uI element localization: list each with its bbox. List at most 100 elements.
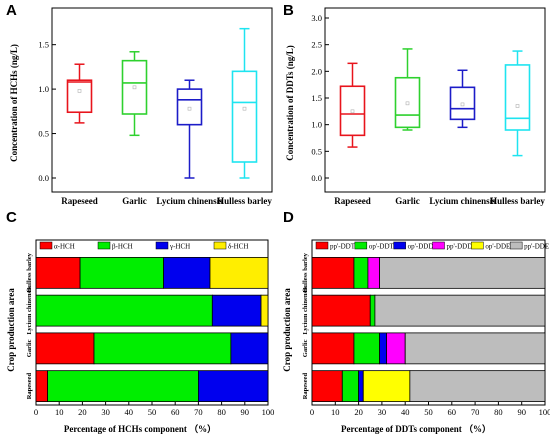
panel-a-ytick-label: 0.0 xyxy=(38,173,49,183)
panel-d-bar-garlic-pp-ddd xyxy=(386,332,406,365)
panel-letter-c: C xyxy=(6,209,17,226)
panel-b-lycium-chinensis-mean-marker xyxy=(460,102,465,107)
panel-d-xtick-label: 90 xyxy=(517,407,526,417)
panel-c-bar-hulless-barley-hch xyxy=(163,256,211,289)
panel-c-bar-garlic-hch xyxy=(93,332,232,365)
panel-a-ylabel: Concentration of HCHs (ng/L) xyxy=(9,44,19,162)
panel-c-bar-hulless-barley-hch xyxy=(35,256,81,289)
panel-c-bar-lycium-chinensis-hch xyxy=(211,294,262,327)
panel-c-stacked-bar-chart: Crop production area Percentage of HCHs … xyxy=(6,239,274,434)
panel-d-legend-label-pp-ddd: pp'-DDD xyxy=(447,243,473,251)
panel-d-bar-lycium-chinensis-op-ddt xyxy=(369,294,376,327)
panel-c-bar-garlic-hch xyxy=(35,332,95,365)
panel-d-legend-swatch-op-ddd xyxy=(393,241,406,250)
panel-b-rapeseed-mean-marker xyxy=(350,109,355,114)
panel-d-ylabel: Crop production area xyxy=(282,288,292,372)
panel-a-box-chart: Concentration of HCHs (ng/L) 0.0 0.5 1.0 1.… xyxy=(9,7,273,206)
panel-d-bar-rapeseed-op-ddd xyxy=(358,370,364,403)
panel-d-xtick-label: 50 xyxy=(424,407,433,417)
panel-c-legend-swatch-hch xyxy=(155,241,169,250)
panel-d-bar-hulless-barley-pp-dde xyxy=(379,256,546,289)
panel-c-xtick-label: 30 xyxy=(101,407,110,417)
panel-d-xtick-label: 100 xyxy=(539,407,550,417)
panel-a-garlic-mean-marker xyxy=(132,85,137,90)
panel-d-bar-hulless-barley-pp-ddt xyxy=(311,256,355,289)
panel-c-category-label-rapeseed: Rapeseed xyxy=(26,373,33,400)
panel-d-stacked-bar-chart: Crop production area Percentage of DDTs … xyxy=(282,239,550,434)
panel-d-category-label-hulless-barley: Hulless barley xyxy=(302,252,309,292)
panel-b-ytick-label: 3.0 xyxy=(311,13,322,23)
panel-c-ylabel: Crop production area xyxy=(6,288,16,372)
panel-a-rapeseed-box xyxy=(66,79,93,114)
panel-d-legend-swatch-pp-dde xyxy=(509,241,523,250)
panel-c-xtick-label: 60 xyxy=(171,407,180,417)
panel-letter-b: B xyxy=(283,2,294,19)
panel-d-legend-label-pp-ddt: pp'-DDT xyxy=(330,243,356,251)
panel-a-hulless-barley-mean-marker xyxy=(242,106,247,111)
panel-c-bar-lycium-chinensis-hch xyxy=(35,294,213,327)
panel-c-legend-label-hch: γ-HCH xyxy=(169,243,190,251)
panel-d-bar-garlic-pp-ddt xyxy=(311,332,355,365)
panel-d-bar-lycium-chinensis-pp-ddt xyxy=(311,294,371,327)
panel-b-lycium-chinensis-category-label: Lycium chinensis xyxy=(429,196,496,206)
panel-c-category-label-hulless-barley: Hulless barley xyxy=(26,252,33,292)
panel-c-xtick-label: 70 xyxy=(194,407,203,417)
panel-a-lycium-chinensis-category-label: Lycium chinensis xyxy=(156,196,223,206)
panel-letter-d: D xyxy=(283,209,294,226)
panel-c-xtick-label: 40 xyxy=(125,407,134,417)
panel-a-lycium-chinensis-mean-marker xyxy=(187,106,192,111)
panel-c-bar-rapeseed-hch xyxy=(47,370,199,403)
panel-b-ytick-label: 2.0 xyxy=(311,66,322,76)
panel-d-xtick-label: 0 xyxy=(310,407,314,417)
panel-b-garlic-mean-marker xyxy=(405,101,410,106)
panel-d-bar-rapeseed-op-ddt xyxy=(341,370,360,403)
panel-d-bar-rapeseed-pp-ddt xyxy=(311,370,343,403)
panel-b-ytick-label: 2.5 xyxy=(311,40,322,50)
panel-d-xtick-label: 10 xyxy=(331,407,340,417)
panel-a-plot-frame xyxy=(51,7,273,193)
panel-d-legend-label-op-ddd: op'-DDD xyxy=(408,243,434,251)
panel-d-bar-garlic-op-ddt xyxy=(353,332,380,365)
panel-b-lycium-chinensis-box xyxy=(449,86,476,121)
panel-d-bar-hulless-barley-pp-ddd xyxy=(367,256,380,289)
panel-c-xtick-label: 50 xyxy=(148,407,157,417)
panel-d-category-label-lycium-chinensis: Lycium chinensis xyxy=(302,286,309,334)
panel-a-ytick-label: 1.5 xyxy=(38,40,49,50)
panel-c-xtick-label: 10 xyxy=(55,407,64,417)
panel-a-ytick-label: 1.0 xyxy=(38,84,49,94)
panel-d-bar-rapeseed-pp-dde xyxy=(409,370,546,403)
panel-c-xlabel: Percentage of HCHs component （%） xyxy=(64,424,216,434)
panel-b-box-chart: Concentration of DDTs (ng/L) 0.0 0.5 1.0 1.… xyxy=(285,7,546,206)
panel-c-xtick-label: 80 xyxy=(217,407,226,417)
panel-d-bar-garlic-op-ddd xyxy=(379,332,387,365)
panel-b-plot-frame xyxy=(324,7,546,193)
panel-d-legend-swatch-op-dde xyxy=(471,241,484,250)
panel-b-garlic-box xyxy=(394,76,421,129)
panel-c-category-label-garlic: Garlic xyxy=(26,339,33,357)
panel-d-bar-rapeseed-op-dde xyxy=(362,370,411,403)
panel-c-legend-label-hch: δ-HCH xyxy=(228,243,248,251)
panel-c-category-label-lycium-chinensis: Lycium chinensis xyxy=(26,286,33,334)
panel-d-bar-lycium-chinensis-pp-dde xyxy=(374,294,546,327)
panel-c-legend-swatch-hch xyxy=(39,241,53,250)
panel-b-rapeseed-category-label: Rapeseed xyxy=(334,196,371,206)
panel-b-ytick-label: 1.0 xyxy=(311,120,322,130)
panel-b-ylabel: Concentration of DDTs (ng/L) xyxy=(285,45,295,160)
panel-b-ytick-label: 1.5 xyxy=(311,93,322,103)
panel-a-garlic-box xyxy=(121,59,148,115)
panel-c-xtick-label: 90 xyxy=(241,407,250,417)
panel-c-legend-label-hch: α-HCH xyxy=(54,243,75,251)
panel-d-legend-label-op-dde: op'-DDE xyxy=(485,243,510,251)
panel-d-legend-swatch-op-ddt xyxy=(354,241,368,250)
panel-c-legend-swatch-hch xyxy=(97,241,111,250)
panel-b-ytick-label: 0.5 xyxy=(311,146,322,156)
panel-c-legend-swatch-hch xyxy=(213,241,227,250)
panel-d-xlabel: Percentage of DDTs component （%） xyxy=(341,424,491,434)
panel-letter-a: A xyxy=(6,2,17,19)
panel-d-category-label-garlic: Garlic xyxy=(302,339,309,357)
panel-d-bar-hulless-barley-op-ddt xyxy=(353,256,369,289)
panel-c-bar-hulless-barley-hch xyxy=(209,256,269,289)
panel-a-garlic-category-label: Garlic xyxy=(122,196,147,206)
panel-d-xtick-label: 70 xyxy=(471,407,480,417)
